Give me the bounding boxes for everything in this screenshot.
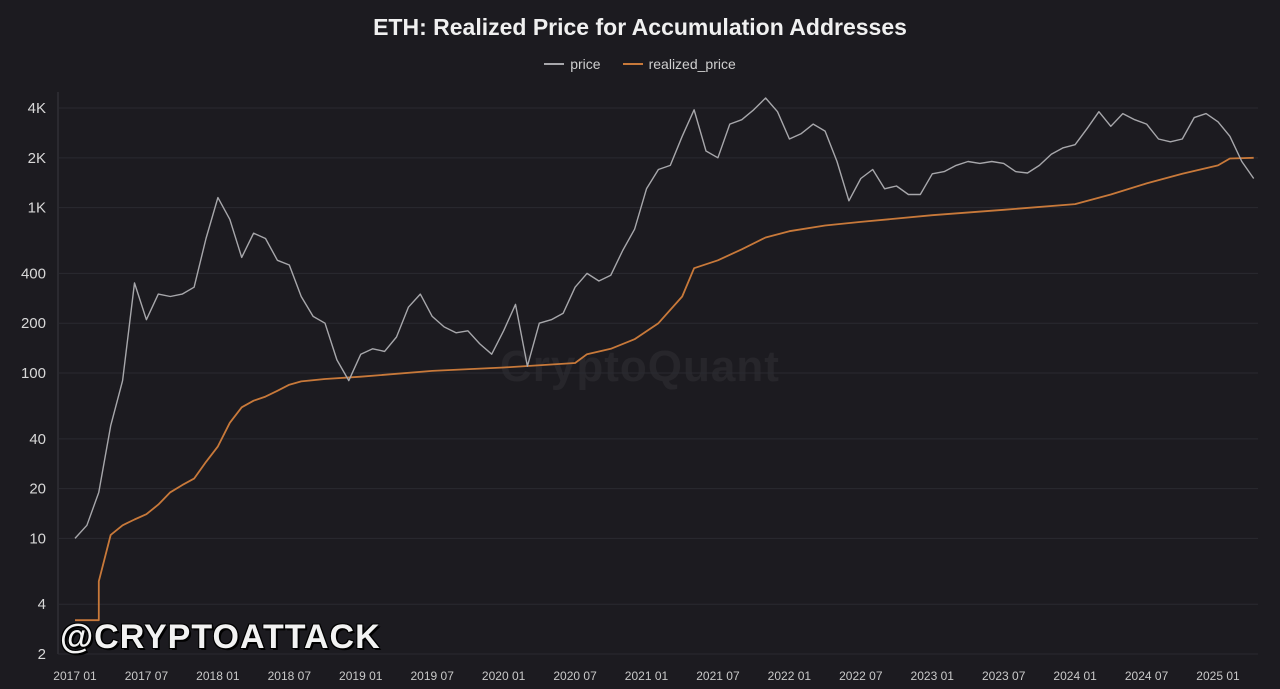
chart-legend: price realized_price <box>0 56 1280 72</box>
x-tick-label: 2023 07 <box>982 669 1026 683</box>
x-tick-label: 2022 07 <box>839 669 883 683</box>
watermark-handle: @CRYPTOATTACK <box>60 618 381 656</box>
y-tick-label: 1K <box>28 200 46 217</box>
y-tick-label: 400 <box>21 265 46 282</box>
y-tick-label: 10 <box>29 530 46 547</box>
legend-swatch-price <box>544 63 565 65</box>
y-tick-label: 100 <box>21 365 46 382</box>
x-tick-label: 2025 01 <box>1196 669 1240 683</box>
x-tick-label: 2023 01 <box>911 669 955 683</box>
x-tick-label: 2017 07 <box>125 669 169 683</box>
y-tick-label: 200 <box>21 315 46 332</box>
legend-item-realized-price[interactable]: realized_price <box>622 56 736 72</box>
y-tick-label: 4 <box>38 596 46 613</box>
x-tick-label: 2022 01 <box>768 669 812 683</box>
y-tick-label: 20 <box>29 481 46 498</box>
x-tick-label: 2020 01 <box>482 669 526 683</box>
x-tick-label: 2021 01 <box>625 669 669 683</box>
y-tick-label: 2K <box>28 150 46 167</box>
watermark-brand: CryptoQuant <box>500 342 780 391</box>
y-tick-label: 4K <box>28 100 46 117</box>
legend-swatch-realized-price <box>622 63 643 65</box>
x-tick-label: 2017 01 <box>53 669 97 683</box>
legend-item-price[interactable]: price <box>544 56 601 72</box>
x-tick-label: 2018 01 <box>196 669 240 683</box>
x-tick-label: 2019 07 <box>410 669 454 683</box>
series-line-realized-price <box>75 156 1254 622</box>
y-tick-label: 2 <box>38 646 46 663</box>
x-tick-label: 2021 07 <box>696 669 740 683</box>
legend-label-price: price <box>570 56 601 72</box>
chart-title: ETH: Realized Price for Accumulation Add… <box>373 14 907 40</box>
x-tick-label: 2019 01 <box>339 669 383 683</box>
x-tick-label: 2020 07 <box>553 669 597 683</box>
y-tick-label: 40 <box>29 431 46 448</box>
x-tick-label: 2024 01 <box>1053 669 1097 683</box>
x-tick-label: 2024 07 <box>1125 669 1169 683</box>
x-tick-label: 2018 07 <box>268 669 312 683</box>
legend-label-realized-price: realized_price <box>648 56 736 72</box>
series-line-price <box>74 97 1255 539</box>
